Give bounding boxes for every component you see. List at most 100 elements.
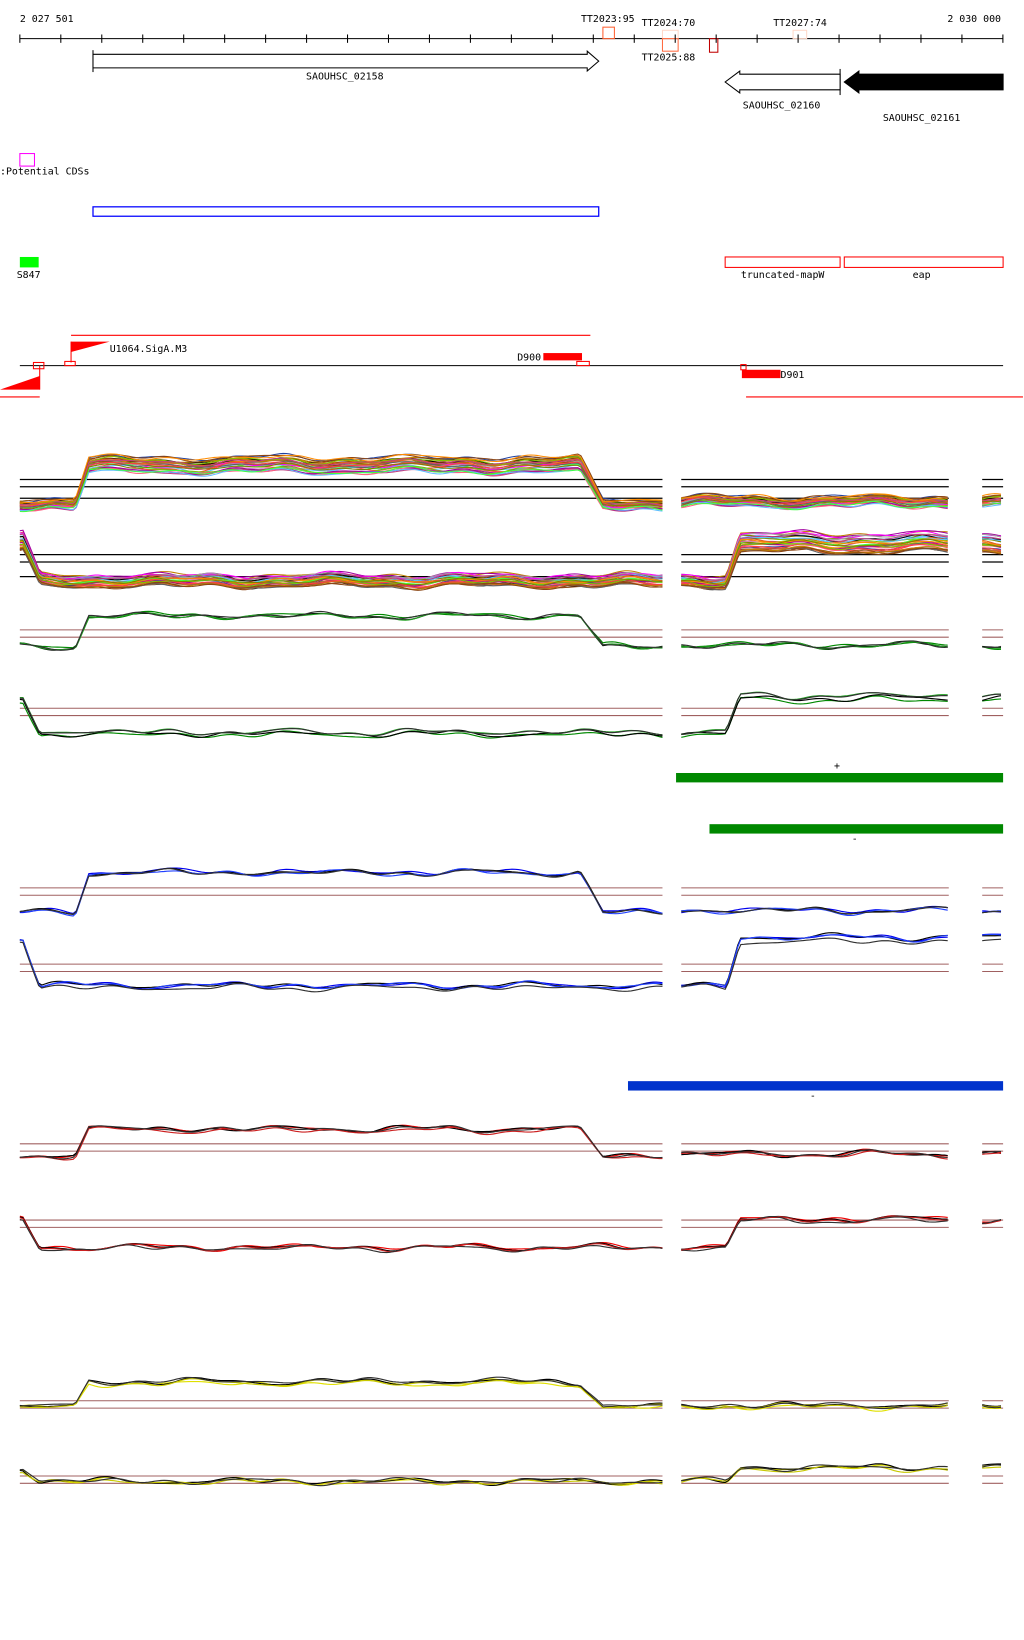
terminator-label: TT2023:95: [581, 14, 635, 25]
feature-truncated-mapw-box[interactable]: [724, 256, 841, 268]
expression-profile-line: [681, 1215, 948, 1252]
profile-panel: [19, 932, 1004, 993]
gene-saouhsc-02160[interactable]: SAOUHSC_02160: [724, 68, 841, 112]
expression-profile-line: [681, 695, 948, 738]
expression-profile-line: [982, 645, 1002, 649]
strand-bar-label: +: [834, 761, 840, 772]
strand-bar-minus-blue[interactable]: [627, 1081, 1004, 1091]
expression-profile-line: [19, 456, 663, 505]
promoter-site-box[interactable]: [32, 361, 45, 370]
expression-profiles: [19, 452, 1004, 1487]
potential-cds-legend-box: [19, 153, 36, 167]
gene-label: SAOUHSC_02161: [883, 113, 961, 124]
expression-profile-line: [19, 1126, 663, 1161]
profile-panel: [19, 452, 1004, 513]
expression-profile-line: [982, 551, 1002, 555]
promoter-d900-box[interactable]: [543, 353, 583, 361]
profile-panel: [19, 1463, 1004, 1487]
expression-profile-line: [19, 1218, 663, 1254]
promoter-d901-box[interactable]: [741, 369, 781, 379]
expression-profile-line: [19, 939, 663, 991]
expression-profile-line: [19, 465, 663, 513]
feature-s847-label: S847: [17, 270, 41, 281]
expression-profile-line: [681, 1464, 948, 1482]
gene-label: SAOUHSC_02158: [306, 71, 384, 82]
feature-s847-box[interactable]: [19, 256, 39, 268]
expression-profile-line: [982, 533, 1002, 538]
promoter-site-box[interactable]: [576, 360, 590, 367]
expression-profile-line: [982, 494, 1002, 499]
expression-profile-line: [681, 906, 948, 915]
expression-profile-line: [19, 539, 663, 586]
promoter-site-box[interactable]: [64, 360, 76, 367]
expression-profile-line: [982, 500, 1002, 503]
expression-profile-line: [19, 543, 663, 589]
expression-profile-line: [19, 468, 663, 512]
expression-profile-line: [19, 466, 663, 512]
expression-profile-line: [982, 910, 1002, 914]
expression-profile-line: [19, 533, 663, 583]
ruler-end-label: 2 030 000: [947, 14, 1001, 25]
gene-arrow-left[interactable]: [843, 69, 1004, 95]
expression-profile-line: [19, 532, 663, 580]
terminator-box[interactable]: [602, 26, 615, 40]
profile-panel: [19, 529, 1004, 591]
terminator-label: TT2024:70: [642, 18, 696, 29]
terminator-box[interactable]: [661, 29, 679, 40]
expression-profile-line: [681, 547, 948, 588]
expression-profile-line: [19, 702, 663, 739]
strand-bar-minus[interactable]: [709, 824, 1004, 834]
expression-profile-line: [681, 937, 948, 991]
expression-profile-line: [681, 1150, 948, 1160]
expression-profile-line: [982, 502, 1002, 506]
gene-track: SAOUHSC_02158 SAOUHSC_02160 SAOUHSC_0216…: [92, 50, 1004, 124]
promoter-flag[interactable]: [71, 341, 110, 353]
strand-bar-label: -: [852, 834, 858, 845]
expression-profile-line: [982, 1466, 1002, 1469]
terminator-box[interactable]: [661, 38, 679, 52]
profile-panel: [19, 610, 1004, 651]
expression-profile-line: [982, 695, 1002, 701]
expression-profile-line: [681, 694, 948, 735]
feature-eap-box[interactable]: [843, 256, 1004, 268]
promoter-flag-reverse[interactable]: [0, 376, 40, 390]
terminator-box[interactable]: [708, 38, 719, 53]
gene-arrow-right[interactable]: [92, 50, 600, 73]
expression-profile-line: [681, 499, 948, 508]
expression-profile-line: [982, 1405, 1002, 1409]
expression-profile-line: [19, 939, 663, 991]
expression-profile-line: [681, 934, 948, 988]
terminator-label: TT2025:88: [642, 53, 696, 64]
gene-saouhsc-02161[interactable]: SAOUHSC_02161: [843, 69, 1004, 124]
strand-bar-label: -: [810, 1091, 816, 1102]
expression-profile-line: [681, 500, 948, 511]
gene-arrow-left[interactable]: [724, 69, 841, 95]
strand-bar-plus[interactable]: [676, 772, 1004, 783]
expression-profile-line: [19, 467, 663, 512]
expression-profile-line: [19, 467, 663, 512]
expression-profile-line: [19, 1376, 663, 1407]
expression-profile-line: [982, 493, 1002, 497]
expression-profile-line: [681, 1149, 948, 1158]
gene-saouhsc-02158[interactable]: SAOUHSC_02158: [92, 50, 600, 82]
potential-cds-box[interactable]: [92, 206, 600, 217]
expression-profile-line: [19, 941, 663, 993]
profile-panel: [19, 867, 1004, 917]
expression-profile-line: [19, 529, 663, 581]
expression-profile-line: [982, 1150, 1002, 1154]
expression-profile-line: [982, 504, 1002, 508]
expression-profile-line: [681, 934, 948, 987]
expression-profile-line: [982, 938, 1002, 942]
expression-profile-line: [19, 453, 663, 503]
terminator-box[interactable]: [792, 29, 808, 40]
expression-profile-line: [19, 1468, 663, 1487]
expression-profile-line: [982, 538, 1002, 542]
expression-profile-line: [982, 1464, 1002, 1468]
ruler: 2 027 501 2 030 000 TT2023:95 TT2024:70 …: [19, 14, 1004, 64]
feature-eap-label: eap: [913, 270, 931, 281]
expression-profile-line: [19, 533, 663, 581]
potential-cds-label: :Potential CDSs: [0, 166, 89, 177]
promoter-d900-label: D900: [517, 352, 541, 363]
feature-truncated-mapw-label: truncated-mapW: [741, 270, 825, 281]
expression-profile-line: [982, 549, 1002, 552]
